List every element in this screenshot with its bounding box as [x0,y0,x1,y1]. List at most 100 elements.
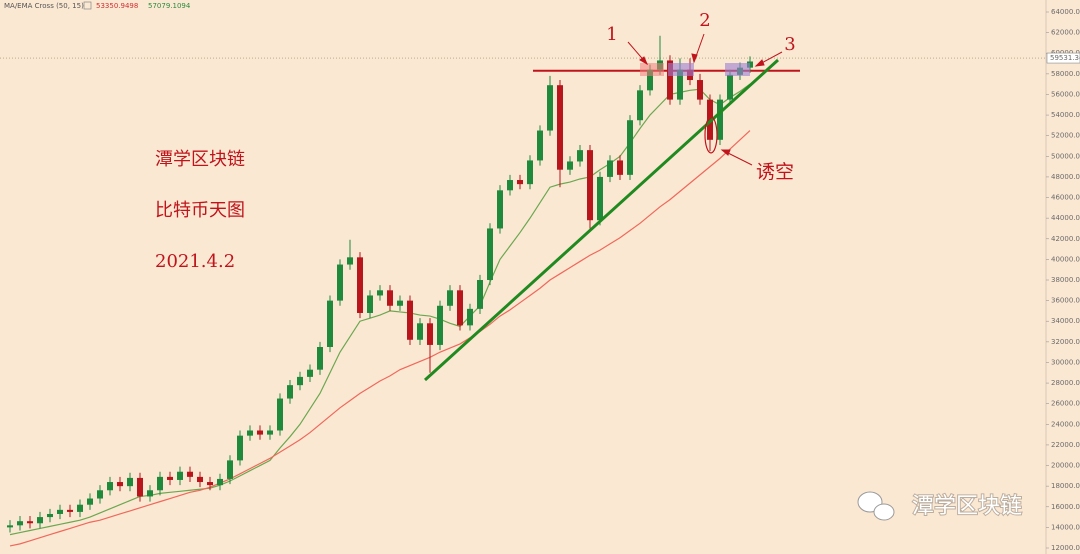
candle-body [457,290,463,326]
annotation-marker: 1 [606,24,617,45]
candle-body [127,477,133,487]
y-tick-label: 36000.00 [1051,297,1080,305]
candle-body [7,525,13,528]
title-line: 比特币天图 [155,200,245,221]
annotation-note: 诱空 [756,161,794,183]
y-tick-label: 58000.00 [1051,70,1080,78]
y-tick-label: 18000.00 [1051,482,1080,490]
candle-body [217,478,223,486]
candle-body [177,471,183,480]
indicator-label: MA/EMA Cross (50, 15) [4,2,84,10]
candle-body [497,190,503,229]
y-tick-label: 52000.00 [1051,132,1080,140]
arrow-head [691,53,698,64]
candle-body [487,228,493,280]
candle-body [107,482,113,491]
ma-value: 53350.9498 [96,2,138,10]
watermark: 潭学区块链 [912,494,1022,519]
candle-body [47,513,53,518]
candle-body [447,290,453,306]
candle-body [277,398,283,431]
candle-body [557,85,563,170]
candle-body [327,300,333,347]
candle-body [717,99,723,140]
y-tick-label: 22000.00 [1051,441,1080,449]
arrows [627,33,783,166]
y-tick-label: 12000.00 [1051,544,1080,552]
candle-body [627,120,633,175]
candle-body [307,369,313,377]
candle-body [567,161,573,170]
top-highlight [640,63,664,76]
icon-bubble [873,503,895,521]
candle-body [587,150,593,221]
candle-body [227,460,233,479]
y-tick-label: 32000.00 [1051,338,1080,346]
y-tick-label: 50000.00 [1051,152,1080,160]
candle-body [577,150,583,162]
annotation-marker: 3 [784,34,795,55]
candle-body [237,435,243,461]
title-line: 潭学区块链 [155,149,245,170]
candle-body [317,347,323,370]
y-tick-label: 46000.00 [1051,194,1080,202]
candle-body [287,385,293,399]
y-tick-label: 14000.00 [1051,523,1080,531]
ema-value: 57079.1094 [148,2,191,10]
y-tick-label: 28000.00 [1051,379,1080,387]
y-tick-label: 26000.00 [1051,400,1080,408]
candle-body [507,180,513,191]
candle-body [137,477,143,497]
candle-body [527,160,533,185]
candle-body [347,257,353,265]
candle-body [417,323,423,340]
candle-body [647,69,653,91]
candle-body [67,509,73,512]
candle-body [377,290,383,296]
y-tick-label: 56000.00 [1051,90,1080,98]
candle-body [297,376,303,386]
candle-body [257,430,263,435]
y-tick-label: 48000.00 [1051,173,1080,181]
y-tick-label: 54000.00 [1051,111,1080,119]
y-tick-label: 40000.00 [1051,255,1080,263]
candle-body [517,180,523,185]
top-highlight [668,63,694,76]
candle-body [537,130,543,161]
candle-body [407,300,413,340]
indicator-icon [83,1,92,10]
candle-body [37,517,43,524]
candle-body [157,476,163,491]
candle-body [337,264,343,301]
candle-body [167,476,173,480]
y-tick-label: 24000.00 [1051,420,1080,428]
y-tick-label: 44000.00 [1051,214,1080,222]
y-tick-label: 16000.00 [1051,503,1080,511]
candle-body [357,257,363,313]
candle-body [17,521,23,526]
wechat-icon [857,491,895,521]
top-highlight [725,63,750,76]
candle-body [617,160,623,175]
candle-body [547,85,553,131]
candle-body [427,323,433,345]
candle-body [97,490,103,499]
y-tick-label: 62000.00 [1051,29,1080,37]
candle-body [397,300,403,306]
y-tick-label: 38000.00 [1051,276,1080,284]
candle-body [267,430,273,435]
candle-body [247,430,253,436]
last-price-label: 59531.34 [1050,54,1080,62]
candle-body [117,482,123,487]
y-tick-label: 20000.00 [1051,462,1080,470]
title-line: 2021.4.2 [155,251,235,272]
candle-body [607,160,613,177]
candle-body [727,74,733,100]
moving-average-line [9,83,751,536]
candle-body [697,80,703,100]
candle-body [77,504,83,512]
annotation-marker: 2 [699,10,710,31]
candle-body [207,482,213,486]
candle-body [387,290,393,306]
